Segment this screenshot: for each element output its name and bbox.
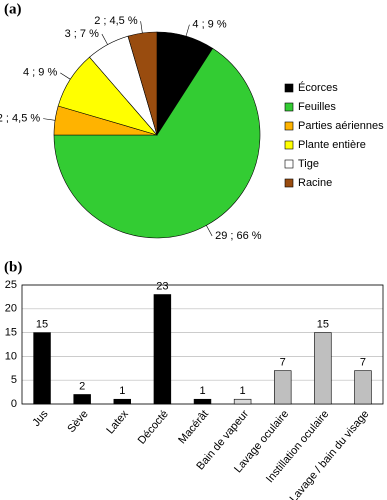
- x-tick-label: Macérât: [176, 408, 211, 446]
- x-tick-label: Latex: [104, 408, 131, 437]
- legend-swatch: [284, 102, 294, 112]
- bar: [73, 394, 91, 405]
- data-label: 7: [280, 357, 286, 369]
- data-label: 1: [240, 385, 246, 397]
- y-tick-label: 15: [5, 327, 17, 339]
- bar: [153, 294, 172, 405]
- y-tick-label: 20: [5, 303, 17, 315]
- data-label: 1: [119, 385, 125, 397]
- leader-line: [140, 21, 143, 34]
- bar: [113, 398, 132, 405]
- leader-line: [43, 118, 56, 121]
- y-tick-label: 0: [11, 398, 17, 410]
- legend-label: Écorces: [298, 81, 338, 94]
- legend-swatch: [284, 159, 294, 169]
- y-tick-label: 25: [5, 279, 17, 291]
- data-label: 15: [317, 319, 329, 331]
- panel-label: (a): [4, 1, 22, 17]
- bar: [193, 398, 212, 405]
- legend-swatch: [284, 178, 294, 188]
- legend-label: Feuilles: [298, 101, 336, 113]
- data-label: 2 ; 4,5 %: [0, 113, 40, 125]
- legend-label: Parties aériennes: [298, 120, 384, 132]
- data-label: 7: [360, 357, 366, 369]
- data-label: 2 ; 4,5 %: [94, 15, 138, 27]
- bar: [233, 398, 252, 405]
- data-label: 4 ; 9 %: [192, 19, 226, 31]
- x-tick-label: Jus: [30, 408, 51, 429]
- legend-swatch: [284, 121, 294, 131]
- y-tick-label: 10: [5, 350, 17, 362]
- bar: [273, 370, 292, 405]
- pie-slice: [53, 47, 261, 239]
- data-label: 15: [36, 319, 48, 331]
- data-label: 3 ; 7 %: [65, 28, 99, 40]
- x-tick-label: Décocté: [136, 408, 171, 447]
- bar: [33, 332, 51, 405]
- y-tick-label: 5: [11, 374, 17, 386]
- data-label: 4 ; 9 %: [23, 67, 57, 79]
- data-label: 23: [156, 280, 168, 292]
- legend-label: Plante entière: [298, 139, 366, 151]
- x-tick-label: Lavage / bain du visage: [288, 408, 372, 500]
- x-tick-label: Sève: [65, 408, 90, 435]
- leader-line: [101, 33, 108, 45]
- legend-label: Racine: [298, 177, 332, 189]
- leader-line: [60, 72, 71, 80]
- pie-slice: [127, 31, 158, 136]
- legend-swatch: [284, 83, 294, 93]
- bar: [354, 370, 372, 405]
- leader-line: [185, 24, 190, 37]
- data-label: 1: [199, 385, 205, 397]
- bar: [314, 332, 332, 405]
- legend-swatch: [284, 140, 294, 150]
- data-label: 2: [79, 380, 85, 392]
- legend-label: Tige: [298, 158, 319, 170]
- data-label: 29 ; 66 %: [215, 230, 262, 242]
- leader-line: [206, 225, 213, 237]
- panel-label: (b): [4, 259, 22, 275]
